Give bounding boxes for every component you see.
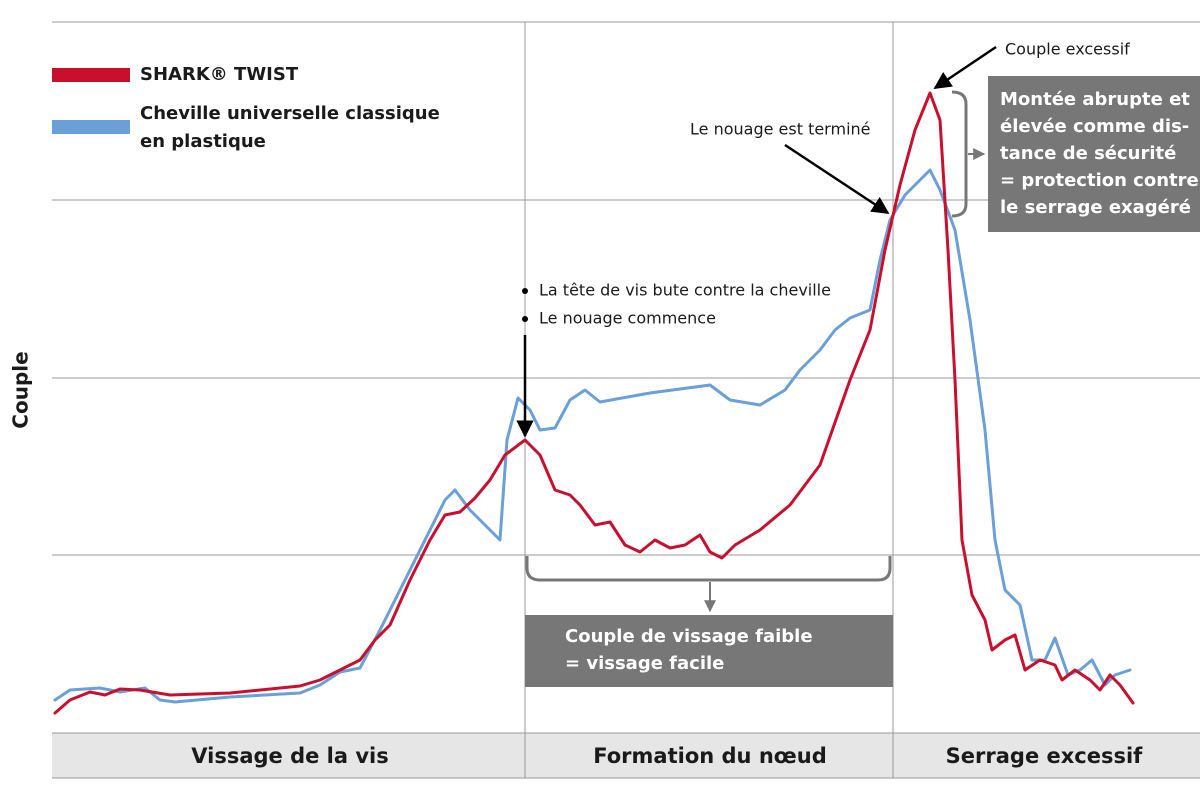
legend-label: SHARK® TWIST [140, 64, 299, 85]
low-torque-box [525, 615, 893, 687]
phase-label: Serrage excessif [946, 744, 1144, 768]
box-text: = protection contre [1000, 170, 1199, 191]
box-text: tance de sécurité [1000, 143, 1176, 164]
box-text: élevée comme dis- [1000, 116, 1189, 137]
shark-twist-curve [53, 91, 1135, 715]
legend-label: Cheville universelle classique [140, 103, 440, 124]
box-text: Montée abrupte et [1000, 89, 1190, 110]
y-axis-label: Couple [9, 351, 33, 428]
safety-box [988, 76, 1200, 232]
legend-label: en plastique [140, 131, 266, 152]
grid [52, 21, 1200, 779]
box-text: Couple de vissage faible [565, 626, 813, 647]
annotation: Couple excessif [1005, 40, 1130, 59]
annotation: La tête de vis bute contre la cheville [539, 281, 831, 300]
phase-label: Formation du nœud [593, 744, 826, 768]
legend-swatch [52, 120, 130, 134]
plastic-anchor-curve [53, 168, 1132, 704]
legend-swatch [52, 68, 130, 82]
box-text: le serrage exagéré [1000, 197, 1191, 218]
phase-label: Vissage de la vis [191, 744, 389, 768]
annotation: Le nouage commence [539, 309, 716, 328]
annotation: Le nouage est terminé [690, 120, 871, 139]
box-text: = vissage facile [565, 653, 724, 674]
